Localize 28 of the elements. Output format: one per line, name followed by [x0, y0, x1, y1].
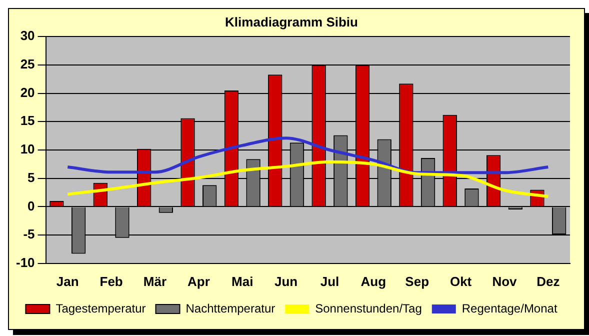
x-tick-label: Jul — [320, 274, 340, 289]
y-tick-label: 25 — [20, 56, 35, 72]
legend-label: Tagestemperatur — [56, 301, 146, 316]
chart-title: Klimadiagramm Sibiu — [225, 14, 358, 30]
y-tick-label: 30 — [20, 28, 35, 44]
x-tick-label: Nov — [492, 274, 518, 289]
legend-label: Sonnenstunden/Tag — [315, 301, 422, 316]
y-tick-label: 5 — [28, 170, 35, 185]
y-tick-label: 20 — [20, 84, 35, 100]
x-tick-label: Mai — [232, 274, 254, 289]
y-tick-label: 10 — [20, 142, 35, 157]
x-tick-label: Feb — [100, 274, 123, 289]
x-tick-label: Mär — [143, 274, 167, 289]
legend-label: Regentage/Monat — [462, 301, 558, 316]
line-series — [66, 160, 550, 198]
x-tick-label: Jan — [56, 274, 79, 289]
x-tick-label: Dez — [536, 274, 560, 289]
legend-label: Nachttemperatur — [186, 301, 276, 316]
x-tick-label: Okt — [450, 274, 472, 289]
line-series — [66, 136, 550, 174]
y-tick-label: -10 — [16, 254, 35, 270]
y-tick-label: -5 — [23, 226, 35, 242]
y-tick-label: 0 — [28, 198, 35, 214]
x-tick-label: Apr — [187, 274, 210, 289]
y-tick-label: 15 — [20, 113, 35, 128]
x-tick-label: Sep — [405, 274, 430, 289]
x-tick-label: Aug — [360, 274, 386, 289]
x-tick-label: Jun — [274, 274, 298, 289]
